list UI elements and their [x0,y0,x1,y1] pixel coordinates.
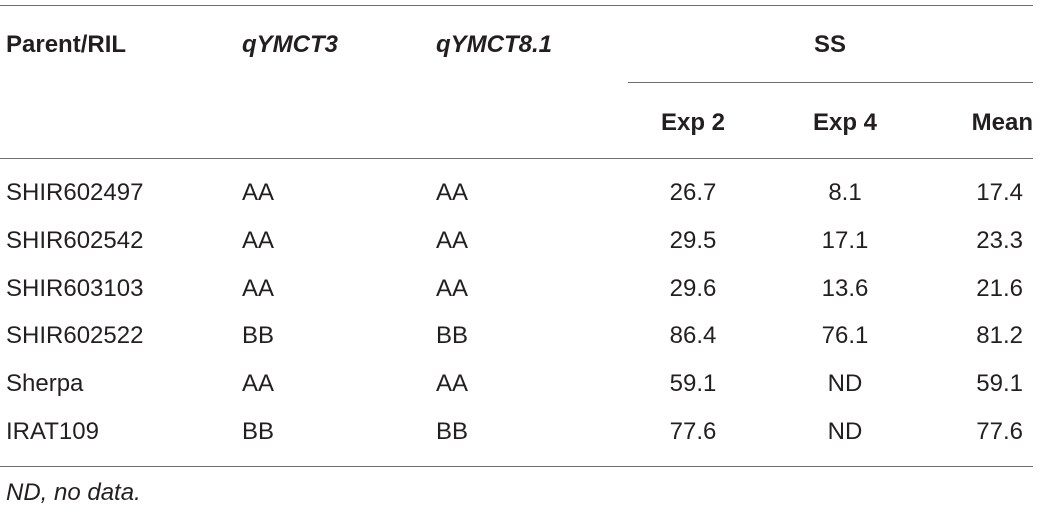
ss-rule [628,82,1033,83]
table-cell: 26.7 [669,179,717,206]
column-header: qYMCT8.1 [436,31,553,58]
table-cell: IRAT109 [6,418,99,445]
bottom-rule [0,466,1033,467]
table-cell: Sherpa [6,370,84,398]
table-cell: 59.1 [669,370,717,398]
table-cell: SHIR602522 [6,322,144,350]
table-cell: 13.6 [821,274,869,302]
table-cell: AA [242,370,275,398]
table-cell: AA [242,274,275,302]
table-cell: SHIR603103 [6,274,144,302]
table-cell: AA [242,226,275,254]
table-cell: AA [436,226,469,254]
table-cell: AA [242,179,275,206]
footnote: ND, no data. [6,479,141,506]
table-cell: SHIR602542 [6,226,144,254]
table-cell: 59.1 [976,370,1023,398]
sub-header: Exp 4 [812,109,878,136]
table-cell: 23.3 [976,226,1023,254]
sub-header: Exp 2 [660,109,726,136]
table-cell: BB [242,418,275,445]
top-rule [0,5,1033,6]
header-rule [0,158,1033,159]
column-header: Parent/RIL [6,31,127,58]
table-cell: 29.5 [669,226,717,254]
table-cell: 76.1 [821,322,869,350]
column-header: SS [813,31,847,58]
table-cell: 17.4 [976,179,1023,206]
table-cell: ND [827,418,863,445]
table-cell: BB [436,418,469,445]
table-cell: 29.6 [669,274,717,302]
table-cell: 17.1 [821,226,869,254]
column-header: qYMCT3 [242,31,338,58]
table-cell: AA [436,274,469,302]
table-cell: 77.6 [669,418,717,445]
table-cell: 81.2 [976,322,1023,350]
table-cell: 77.6 [976,418,1023,445]
table-cell: ND [827,370,863,398]
table-cell: AA [436,370,469,398]
table-cell: SHIR602497 [6,179,144,206]
table-cell: BB [436,322,469,350]
table-cell: 21.6 [976,274,1023,302]
table-cell: BB [242,322,275,350]
table-cell: 86.4 [669,322,717,350]
table-cell: 8.1 [828,179,862,206]
sub-header: Mean [971,109,1033,136]
table-cell: AA [436,179,469,206]
